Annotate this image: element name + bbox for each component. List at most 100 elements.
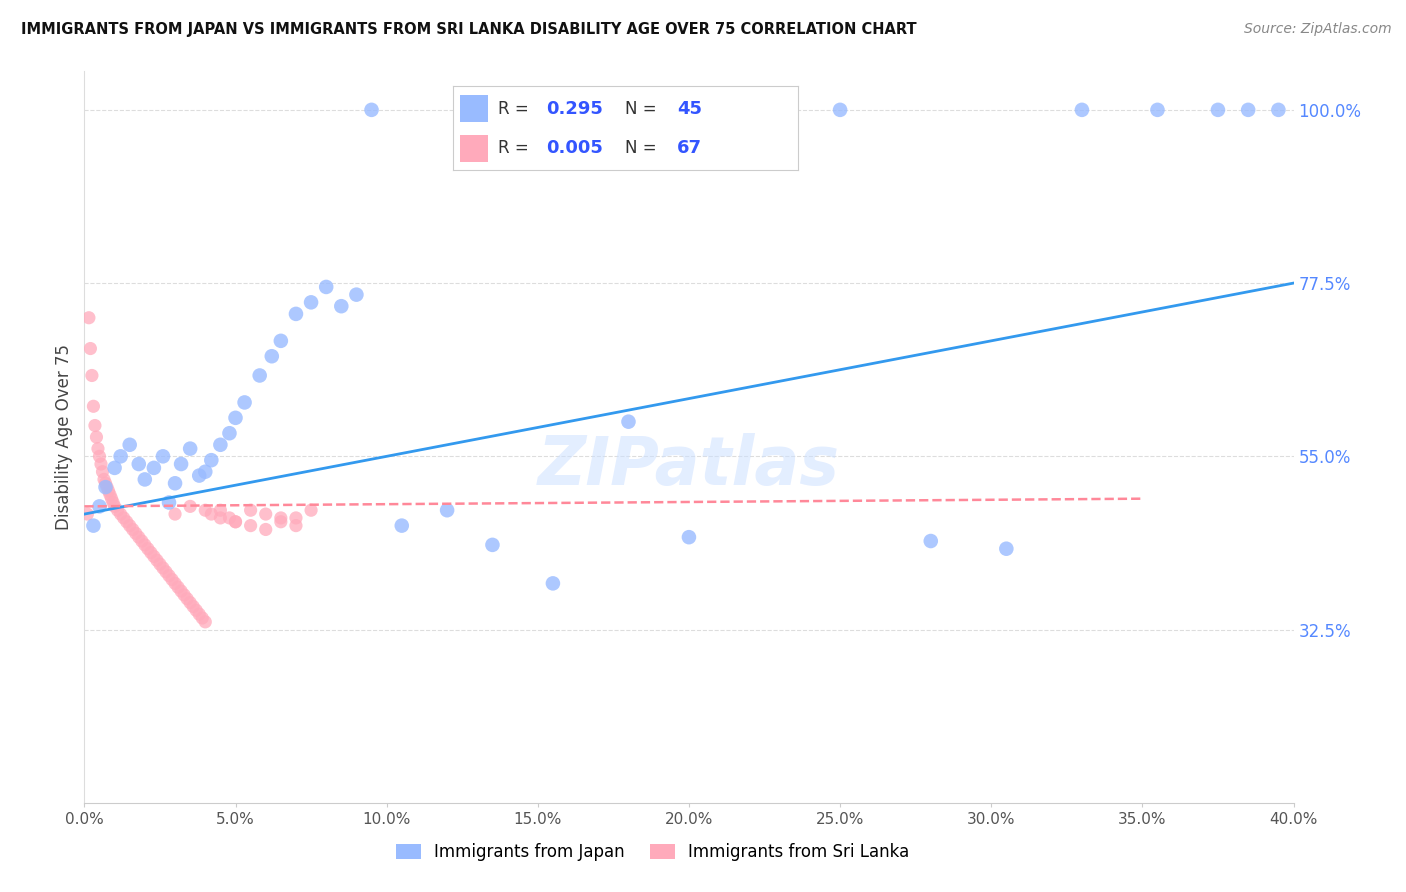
Point (1146, 103, 1168, 117)
Point (107, 503, 129, 517)
Point (239, 503, 262, 517)
Point (249, 368, 271, 383)
Point (97, 483, 120, 498)
Point (285, 518, 308, 533)
Point (436, 503, 458, 517)
Point (157, 568, 180, 582)
Point (89, 450, 111, 464)
Point (285, 511, 308, 525)
Point (754, 103, 776, 117)
Point (121, 523, 143, 537)
Point (200, 453, 222, 467)
Point (157, 495, 180, 509)
Point (260, 349, 283, 363)
Point (131, 534, 153, 549)
Point (155, 565, 177, 579)
Point (170, 584, 193, 599)
Text: Source: ZipAtlas.com: Source: ZipAtlas.com (1244, 22, 1392, 37)
Point (209, 438, 232, 452)
Point (200, 507, 222, 521)
Point (115, 515, 138, 529)
Point (541, 576, 564, 591)
Point (96, 480, 118, 494)
Point (270, 515, 292, 529)
Point (91, 465, 114, 479)
Point (391, 518, 413, 533)
Point (142, 461, 165, 475)
Point (139, 545, 162, 559)
Point (1071, 103, 1094, 117)
Point (134, 538, 156, 552)
Point (209, 503, 232, 517)
Point (830, 103, 852, 117)
Point (77, 310, 100, 325)
Point (165, 507, 187, 521)
Point (617, 415, 640, 429)
Point (128, 530, 150, 544)
Point (101, 495, 124, 509)
Point (146, 553, 169, 567)
Point (176, 591, 198, 606)
Point (179, 596, 201, 610)
Text: IMMIGRANTS FROM JAPAN VS IMMIGRANTS FROM SRI LANKA DISABILITY AGE OVER 75 CORREL: IMMIGRANTS FROM JAPAN VS IMMIGRANTS FROM… (21, 22, 917, 37)
Point (110, 450, 132, 464)
Point (125, 526, 148, 541)
Point (1237, 103, 1260, 117)
Point (360, 103, 382, 117)
Point (76, 507, 98, 521)
Point (225, 515, 247, 529)
Point (100, 491, 122, 506)
Point (194, 465, 217, 479)
Point (995, 541, 1018, 556)
Point (118, 438, 141, 452)
Point (239, 518, 262, 533)
Point (188, 607, 211, 622)
Point (330, 299, 353, 313)
Point (94, 476, 117, 491)
Point (152, 450, 174, 464)
Text: ZIPatlas: ZIPatlas (538, 434, 839, 500)
Point (167, 580, 190, 594)
Point (160, 573, 183, 587)
Point (218, 511, 240, 525)
Point (134, 472, 156, 486)
Point (79, 342, 101, 356)
Point (920, 534, 942, 549)
Point (142, 549, 165, 564)
Point (315, 280, 337, 294)
Point (209, 511, 232, 525)
Point (270, 334, 292, 348)
Point (254, 507, 277, 521)
Point (186, 603, 208, 617)
Point (194, 503, 217, 517)
Point (82, 399, 104, 413)
Point (93, 472, 115, 486)
Point (84, 418, 107, 433)
Point (98, 488, 121, 502)
Point (225, 515, 247, 529)
Point (136, 541, 159, 556)
Point (179, 442, 201, 456)
Point (299, 503, 322, 517)
Point (270, 511, 292, 525)
Point (128, 457, 150, 471)
Point (173, 588, 195, 602)
Point (346, 287, 368, 301)
Point (678, 530, 700, 544)
Point (254, 523, 277, 537)
Point (165, 576, 187, 591)
Point (104, 461, 127, 475)
Point (86, 430, 108, 444)
Point (80, 368, 103, 383)
Point (1206, 103, 1229, 117)
Point (218, 426, 240, 441)
Point (285, 307, 308, 321)
Point (225, 410, 247, 425)
Point (170, 457, 193, 471)
Point (165, 476, 187, 491)
Point (481, 538, 503, 552)
Point (149, 557, 172, 571)
Point (179, 500, 201, 514)
Point (152, 561, 174, 575)
Point (191, 611, 214, 625)
